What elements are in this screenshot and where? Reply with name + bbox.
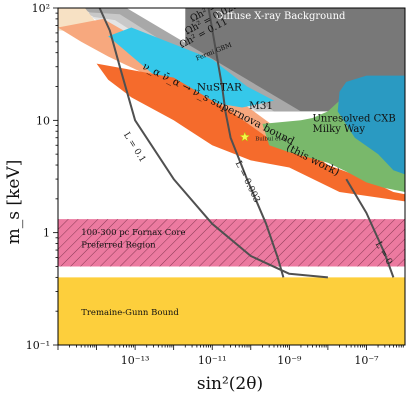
annotation-l-0-1: L = 0.1 (121, 131, 147, 165)
region-hatch-100-300-pc-fornax-core-preferred-region (58, 219, 405, 267)
x-axis-label: sin²(2θ) (197, 374, 263, 394)
annotation-preferred-region: Preferred Region (81, 240, 156, 250)
annotation-bulbul-et-al: Bulbul et al. (255, 137, 289, 143)
annotation-milky-way: Milky Way (313, 124, 366, 135)
curve-l-0-003 (207, 8, 285, 278)
region-fermi-gbm (108, 27, 274, 108)
region-s-supernova-bound-this-work (96, 63, 405, 202)
x-tick-label: 10⁻⁷ (354, 354, 379, 367)
annotation-m31: M31 (249, 100, 273, 112)
region-tremaine-gunn-bound (58, 277, 405, 345)
y-tick-label: 1 (43, 227, 50, 240)
plot-frame (57, 7, 406, 346)
region-unresolved-cxb-milky-way (337, 75, 405, 175)
x-tick-label: 10⁻¹³ (121, 354, 150, 367)
annotation-nustar: NuSTAR (197, 81, 243, 93)
curve-l-0-1 (98, 8, 328, 279)
curve-l-0 (345, 178, 395, 278)
y-tick-label: 10 (36, 114, 50, 127)
x-tick-label: 10⁻¹¹ (198, 354, 227, 367)
annotation-unresolved-cxb: Unresolved CXB (313, 113, 396, 124)
annotation-l-0-003: L = 0.003 (233, 160, 262, 205)
annotation-100-300-pc-fornax-core: 100-300 pc Fornax Core (81, 228, 185, 238)
y-tick-label: 10² (32, 2, 50, 15)
y-axis-label: m_s [keV] (4, 160, 24, 245)
annotation-diffuse-x-ray-background: Diffuse X-ray Background (215, 11, 346, 22)
annotation-tremaine-gunn-bound: Tremaine-Gunn Bound (81, 308, 179, 318)
y-tick-label: 10⁻¹ (26, 339, 50, 352)
x-tick-label: 10⁻⁹ (277, 354, 302, 367)
point-bulbul-et-al (239, 131, 251, 142)
